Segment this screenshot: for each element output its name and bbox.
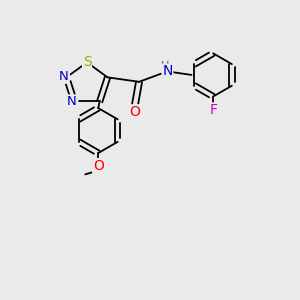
Text: S: S: [82, 55, 91, 68]
Text: F: F: [209, 103, 217, 117]
Text: H: H: [161, 61, 169, 71]
Text: O: O: [93, 159, 104, 173]
Text: N: N: [59, 70, 69, 83]
Text: N: N: [162, 64, 173, 78]
Text: N: N: [67, 95, 77, 108]
Text: O: O: [129, 105, 140, 119]
